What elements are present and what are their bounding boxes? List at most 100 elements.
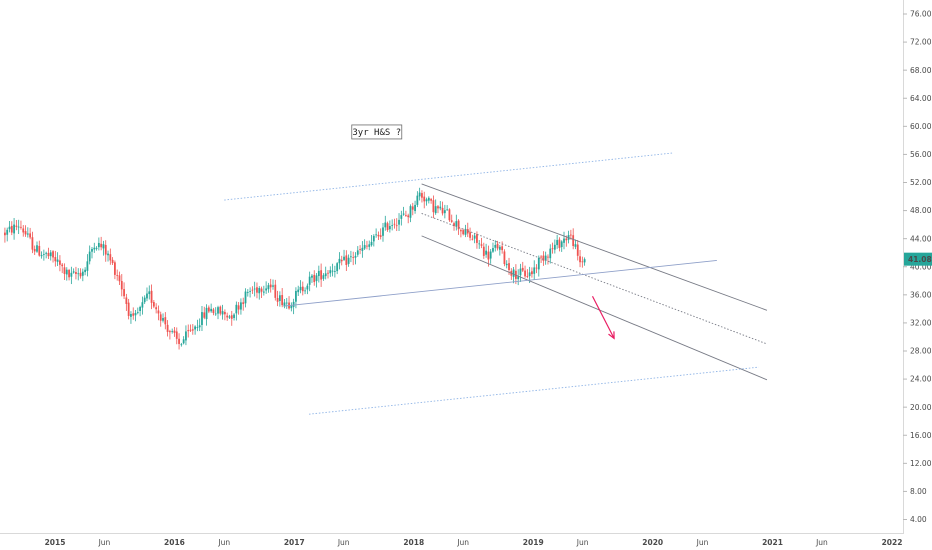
arrow-shaft[interactable] [591,295,615,339]
candle-down [466,229,469,234]
time-tick-label: 2015 [45,538,66,547]
candle-up [95,247,98,249]
candle-down [118,275,121,282]
annotation-3yr-hs[interactable]: 3yr H&S ? [351,124,403,140]
candle-down [22,228,25,233]
candle-up [102,244,105,249]
candle-down [448,209,451,221]
candle-up [146,293,148,299]
candle-up [315,275,318,281]
candle-up [414,204,416,212]
candle-down [411,206,414,210]
trendline-3[interactable] [421,212,768,345]
candle-down [157,310,160,314]
candle-up [162,318,164,321]
candle-down [524,270,526,277]
candle-up [295,290,297,302]
candle-up [361,247,364,251]
candle-up [77,273,80,275]
time-tick-label: 2018 [403,538,424,547]
candle-down [230,315,233,319]
time-axis[interactable]: 2015 Jun 2016 Jun 2017 Jun 2018 Jun 2019 Jun 2020 J… [45,538,903,547]
candle-down [457,220,460,230]
price-tick-label: 60.00 [910,122,932,131]
price-axis[interactable]: 4.00 8.00 12.00 16.00 20.00 24.00 28.00 32.00 36… [903,10,932,525]
candle-up [267,285,270,290]
candle-down [476,234,478,243]
candle-up [464,228,467,235]
candle-up [272,285,274,287]
candle-down [572,235,575,246]
candle-up [517,276,520,280]
time-tick-label: Jun [696,538,709,547]
candle-down [116,274,119,276]
candle-up [88,251,91,262]
time-tick-label: 2021 [762,538,783,547]
candle-down [38,245,41,256]
candle-up [409,206,412,218]
candle-up [556,240,559,246]
candle-up [283,302,286,307]
candle-down [453,223,455,227]
trendline-5[interactable] [224,152,673,201]
trendline-1[interactable] [421,183,768,311]
candle-up [478,243,481,245]
candle-down [127,302,130,316]
candle-up [304,290,306,292]
candle-up [107,253,109,256]
candle-down [203,312,206,318]
candle-up [391,225,394,226]
candle-up [253,288,256,290]
candle-up [473,235,476,239]
candle-up [8,226,11,230]
candle-up [331,270,334,272]
candle-up [70,272,73,277]
time-tick-label: Jun [337,538,350,547]
candle-up [40,255,43,257]
candle-up [235,304,238,314]
drawing-layer[interactable] [224,152,768,415]
candle-up [240,302,242,310]
candle-up [171,331,174,332]
candle-up [446,209,449,211]
candle-down [15,225,18,227]
candle-up [265,288,268,291]
candle-down [226,315,229,318]
candle-down [450,220,453,222]
candle-up [297,289,300,293]
candle-up [544,255,547,261]
candle-down [104,244,107,255]
candle-up [443,210,446,214]
candle-down [168,331,171,333]
candle-down [393,223,396,225]
candle-up [139,306,142,311]
candle-up [182,339,185,344]
candle-up [519,268,522,276]
trendline-6[interactable] [308,366,759,415]
candle-down [395,225,398,227]
candle-up [81,271,84,276]
candle-up [249,291,251,292]
candle-up [56,259,59,262]
trendline-4[interactable] [284,259,717,307]
trendline-2[interactable] [421,235,768,381]
candle-up [416,195,419,205]
candlestick-series [4,187,586,350]
candle-down [189,329,192,331]
candle-down [301,286,304,292]
candle-down [421,193,423,198]
candle-up [356,250,359,255]
candle-down [521,267,524,271]
candle-up [363,245,366,249]
candle-up [65,269,68,275]
time-tick-label: Jun [815,538,828,547]
candle-down [123,289,125,297]
candle-down [159,314,162,321]
price-tick-label: 16.00 [910,431,932,440]
candle-up [290,305,293,309]
candle-up [306,285,309,290]
candle-down [20,226,22,228]
candle-down [526,276,529,277]
candle-down [274,284,277,298]
